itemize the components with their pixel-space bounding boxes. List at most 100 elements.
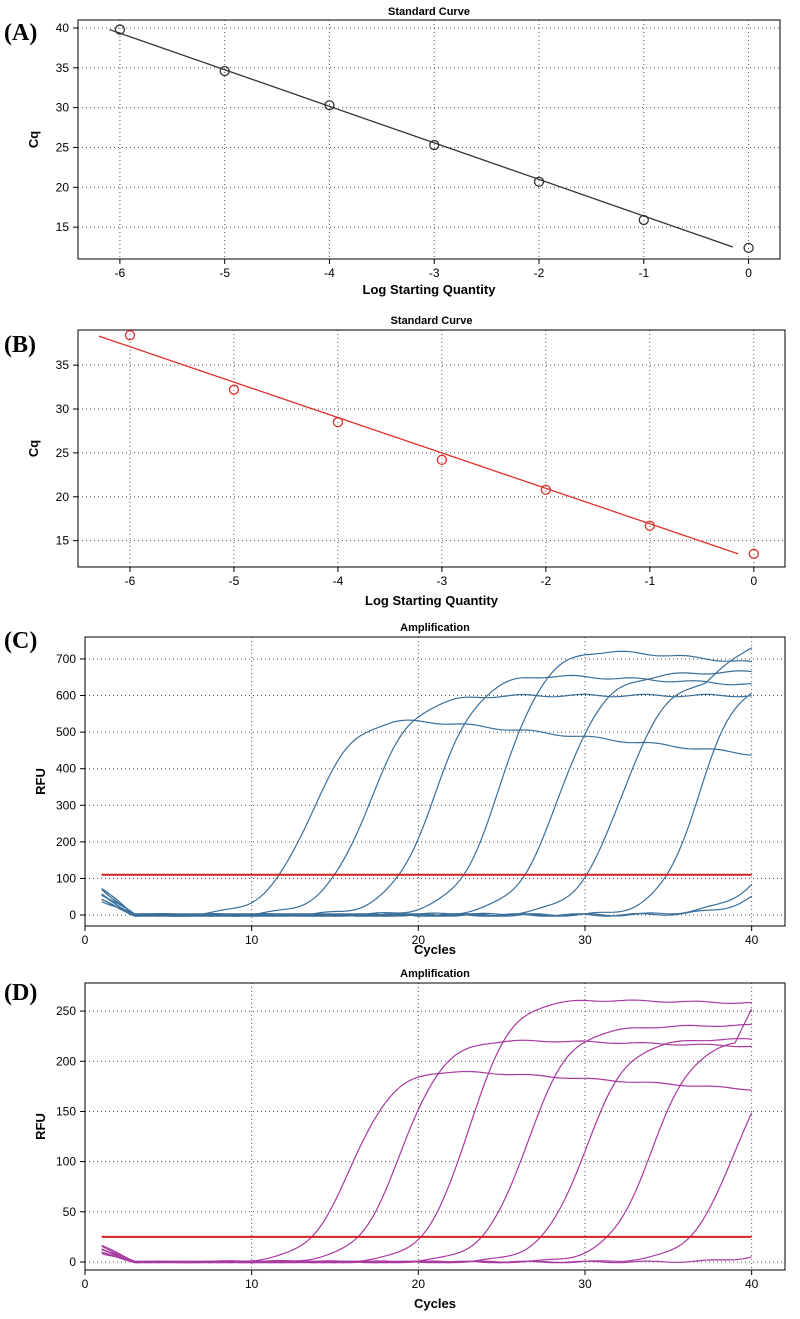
plot-frame: [77, 19, 781, 260]
y-tick-label: 40: [56, 21, 70, 35]
y-tick-label: 30: [56, 402, 70, 416]
x-tick-label: -3: [437, 574, 448, 588]
panel-label: (C): [4, 628, 37, 654]
amplification-curve: [101, 1008, 753, 1264]
x-tick-label: 20: [412, 1277, 426, 1291]
amplification-curve: [101, 888, 753, 917]
y-axis-label: RFU: [33, 1113, 48, 1140]
plot-frame: [77, 329, 786, 568]
amplification-curve: [101, 999, 752, 1264]
amplification-curve: [101, 670, 752, 917]
amplification-curve: [101, 647, 753, 917]
data-point: [644, 520, 655, 531]
plot-frame: [84, 636, 786, 927]
data-point: [743, 242, 754, 253]
fit-line: [98, 335, 739, 555]
amplification-curve: [101, 1070, 752, 1264]
data-point: [748, 548, 759, 559]
x-tick-label: 30: [578, 1277, 592, 1291]
plot-area: [101, 999, 753, 1264]
fit-line: [109, 28, 734, 248]
data-point: [324, 100, 335, 111]
plot-area: [101, 647, 753, 917]
y-tick-label: 30: [56, 101, 70, 115]
data-point: [429, 139, 440, 151]
y-tick-label: 35: [56, 358, 70, 372]
y-tick-label: 700: [56, 652, 76, 666]
x-tick-label: -2: [534, 266, 545, 280]
x-axis-label: Log Starting Quantity: [365, 593, 499, 608]
data-point: [436, 454, 448, 466]
y-tick-label: 300: [56, 798, 76, 812]
data-point: [114, 24, 126, 35]
plot-frame: [84, 982, 786, 1271]
amplification-curve: [101, 692, 753, 917]
y-tick-label: 20: [56, 180, 70, 194]
x-tick-label: -1: [638, 266, 649, 280]
panel-label: (A): [4, 20, 37, 46]
x-tick-label: -2: [541, 574, 552, 588]
chart-title: Standard Curve: [391, 315, 473, 327]
y-tick-label: 0: [69, 1255, 76, 1269]
y-tick-label: 100: [56, 1155, 76, 1169]
y-tick-label: 25: [56, 446, 70, 460]
x-tick-label: -4: [324, 266, 335, 280]
amplification-curve: [101, 883, 753, 917]
y-tick-label: 100: [56, 871, 76, 885]
chart-title: Amplification: [400, 622, 470, 634]
y-tick-label: 400: [56, 762, 76, 776]
y-tick-label: 25: [56, 140, 70, 154]
x-tick-label: 0: [82, 933, 89, 947]
y-tick-label: 0: [69, 908, 76, 922]
x-tick-label: -4: [333, 574, 344, 588]
y-tick-label: 500: [56, 725, 76, 739]
chart-title: Amplification: [400, 968, 470, 980]
x-axis-label: Cycles: [414, 1296, 456, 1311]
x-tick-label: -5: [229, 574, 240, 588]
panel-label: (D): [4, 980, 37, 1006]
y-tick-label: 150: [56, 1104, 76, 1118]
y-tick-label: 600: [56, 689, 76, 703]
y-axis-label: Cq: [26, 131, 41, 148]
panel-label: (B): [4, 332, 36, 358]
amplification-curve: [101, 693, 752, 917]
x-tick-label: 10: [245, 1277, 259, 1291]
amplification-curve: [101, 1112, 753, 1264]
x-tick-label: 40: [745, 1277, 759, 1291]
x-axis-label: Cycles: [414, 942, 456, 957]
panel-d: (D) Amplification 0 10 20 30 40 0 50 100 150 200 250…: [4, 968, 786, 1311]
data-point: [638, 214, 649, 226]
amplification-curve: [101, 650, 752, 917]
y-axis-label: Cq: [26, 440, 41, 457]
y-tick-label: 200: [56, 835, 76, 849]
plot-area: [98, 330, 759, 559]
x-tick-label: 0: [750, 574, 757, 588]
x-tick-label: 10: [245, 933, 259, 947]
y-tick-label: 250: [56, 1004, 76, 1018]
panel-a: (A) Standard Curve -6 -5 -4 -3 -2 -1 0 15 20 25 30 35…: [4, 6, 781, 297]
data-point: [533, 176, 545, 187]
chart-title: Standard Curve: [388, 6, 470, 18]
x-tick-label: 30: [578, 933, 592, 947]
y-tick-label: 35: [56, 61, 70, 75]
data-point: [228, 384, 240, 395]
plot-area: [109, 24, 754, 253]
x-tick-label: -1: [645, 574, 656, 588]
y-tick-label: 15: [56, 220, 70, 234]
data-point: [124, 330, 136, 341]
y-tick-label: 50: [63, 1205, 77, 1219]
y-tick-label: 20: [56, 490, 70, 504]
y-tick-label: 15: [56, 534, 70, 548]
x-tick-label: -5: [219, 266, 230, 280]
x-tick-label: -6: [115, 266, 126, 280]
x-axis-label: Log Starting Quantity: [363, 282, 497, 297]
x-tick-label: 0: [82, 1277, 89, 1291]
y-tick-label: 200: [56, 1054, 76, 1068]
x-tick-label: -3: [429, 266, 440, 280]
gridlines: [84, 637, 785, 926]
amplification-curve: [101, 1248, 752, 1264]
data-point: [332, 417, 344, 428]
gridlines: [78, 20, 780, 259]
